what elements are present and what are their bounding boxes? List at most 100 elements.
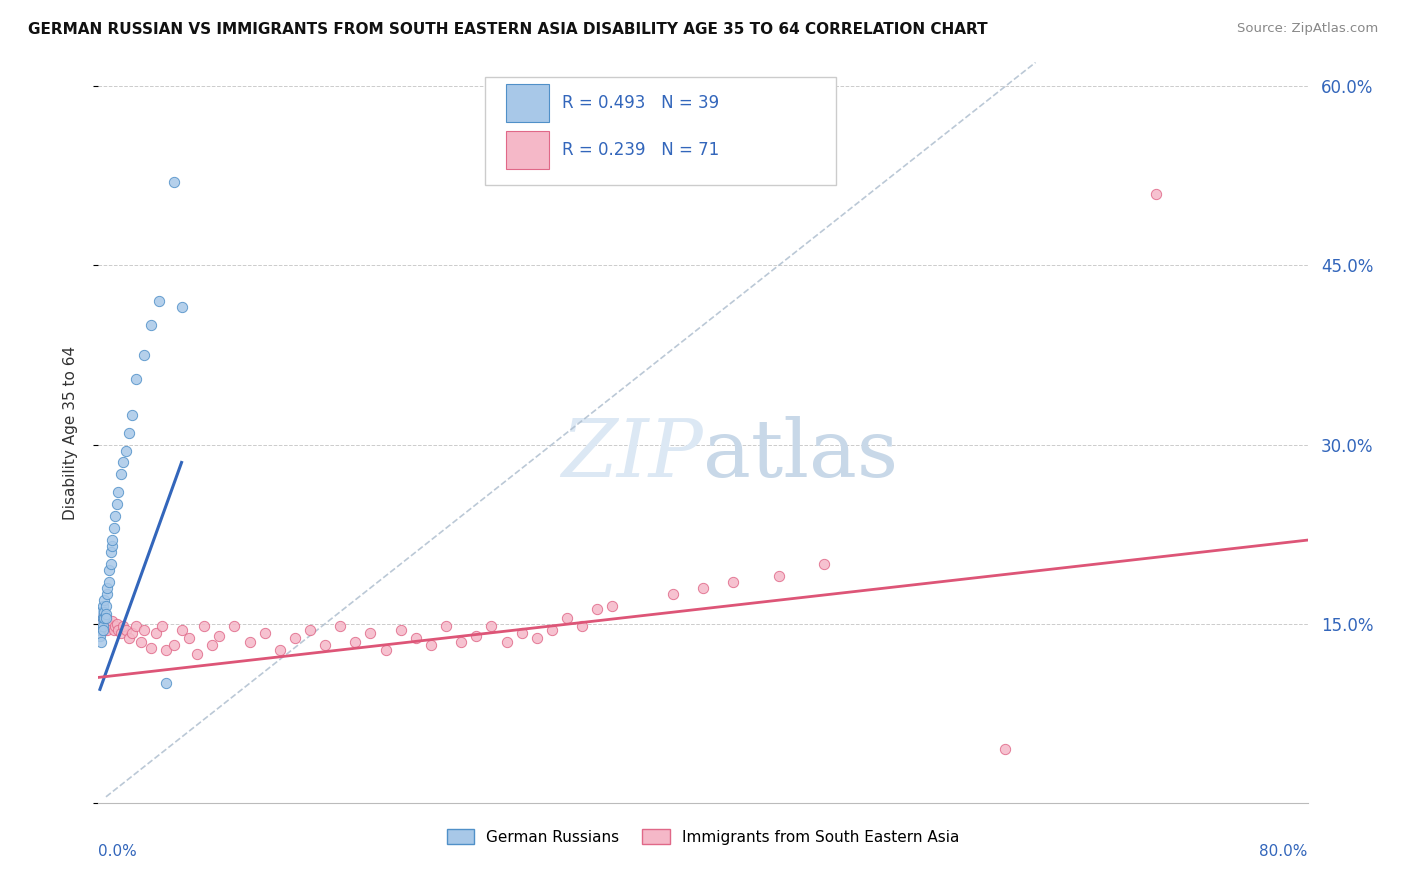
Point: [104, 619, 127, 633]
Point: [150, 619, 173, 633]
Point: [450, 634, 472, 648]
Point: [132, 623, 155, 637]
Point: [93, 605, 115, 619]
Point: [90, 605, 112, 619]
Point: [93, 610, 115, 624]
Point: [110, 467, 132, 482]
Point: [107, 485, 129, 500]
Point: [179, 631, 201, 645]
Text: ZIP: ZIP: [561, 416, 703, 493]
Point: [284, 631, 307, 645]
Text: atlas: atlas: [703, 416, 898, 494]
Point: [329, 619, 352, 633]
Point: [692, 581, 714, 595]
Point: [1144, 186, 1167, 201]
Point: [201, 638, 224, 652]
Legend: German Russians, Immigrants from South Eastern Asia: German Russians, Immigrants from South E…: [440, 822, 966, 851]
Point: [540, 623, 562, 637]
Point: [93, 616, 115, 631]
Text: 0.0%: 0.0%: [98, 844, 138, 858]
Point: [224, 619, 246, 633]
Point: [96, 587, 118, 601]
Point: [93, 623, 115, 637]
Point: [105, 616, 128, 631]
Point: [110, 626, 132, 640]
Y-axis label: Disability Age 35 to 64: Disability Age 35 to 64: [63, 345, 77, 520]
Point: [94, 610, 117, 624]
Point: [91, 599, 114, 613]
Point: [434, 619, 457, 633]
Point: [602, 599, 624, 613]
Text: GERMAN RUSSIAN VS IMMIGRANTS FROM SOUTH EASTERN ASIA DISABILITY AGE 35 TO 64 COR: GERMAN RUSSIAN VS IMMIGRANTS FROM SOUTH …: [28, 22, 988, 37]
Point: [107, 623, 129, 637]
Point: [193, 619, 215, 633]
Point: [586, 602, 609, 616]
Point: [96, 581, 118, 595]
Point: [141, 318, 163, 333]
Point: [91, 623, 114, 637]
Point: [101, 533, 124, 547]
Point: [89, 629, 111, 643]
Point: [555, 610, 578, 624]
Text: R = 0.493   N = 39: R = 0.493 N = 39: [561, 95, 718, 112]
Point: [155, 676, 177, 690]
Point: [186, 647, 208, 661]
Point: [526, 631, 548, 645]
Point: [269, 643, 291, 657]
Point: [90, 623, 112, 637]
Text: 80.0%: 80.0%: [1260, 844, 1308, 858]
Point: [111, 455, 134, 469]
Point: [105, 497, 128, 511]
Point: [239, 634, 262, 648]
Text: R = 0.239   N = 71: R = 0.239 N = 71: [561, 141, 718, 159]
Point: [495, 634, 517, 648]
Point: [661, 587, 683, 601]
Point: [114, 443, 136, 458]
Point: [208, 629, 231, 643]
Point: [103, 623, 125, 637]
Point: [90, 634, 112, 648]
Point: [103, 521, 125, 535]
Point: [481, 619, 503, 633]
Point: [94, 610, 117, 624]
Point: [813, 557, 835, 571]
Point: [299, 623, 322, 637]
Point: [155, 643, 177, 657]
Point: [344, 634, 367, 648]
Point: [405, 631, 427, 645]
Point: [98, 563, 121, 577]
Point: [93, 592, 115, 607]
Point: [111, 619, 134, 633]
Point: [994, 742, 1017, 756]
Point: [163, 175, 186, 189]
Point: [125, 619, 148, 633]
Point: [98, 574, 121, 589]
Point: [98, 616, 121, 631]
Point: [374, 643, 396, 657]
Point: [91, 615, 114, 629]
Text: Source: ZipAtlas.com: Source: ZipAtlas.com: [1237, 22, 1378, 36]
Point: [90, 610, 112, 624]
Point: [101, 615, 124, 629]
Point: [420, 638, 443, 652]
Point: [89, 616, 111, 631]
Point: [91, 610, 114, 624]
Point: [768, 569, 790, 583]
Point: [163, 638, 186, 652]
Point: [723, 574, 745, 589]
FancyBboxPatch shape: [506, 130, 550, 169]
Point: [94, 619, 117, 633]
Point: [90, 616, 112, 631]
Point: [89, 623, 111, 637]
Point: [114, 623, 136, 637]
Point: [118, 425, 141, 440]
Point: [96, 623, 118, 637]
Point: [89, 623, 111, 637]
Point: [314, 638, 336, 652]
Point: [90, 619, 112, 633]
Point: [91, 619, 114, 633]
Point: [100, 545, 122, 559]
Point: [389, 623, 412, 637]
FancyBboxPatch shape: [506, 84, 550, 122]
Point: [91, 619, 114, 633]
